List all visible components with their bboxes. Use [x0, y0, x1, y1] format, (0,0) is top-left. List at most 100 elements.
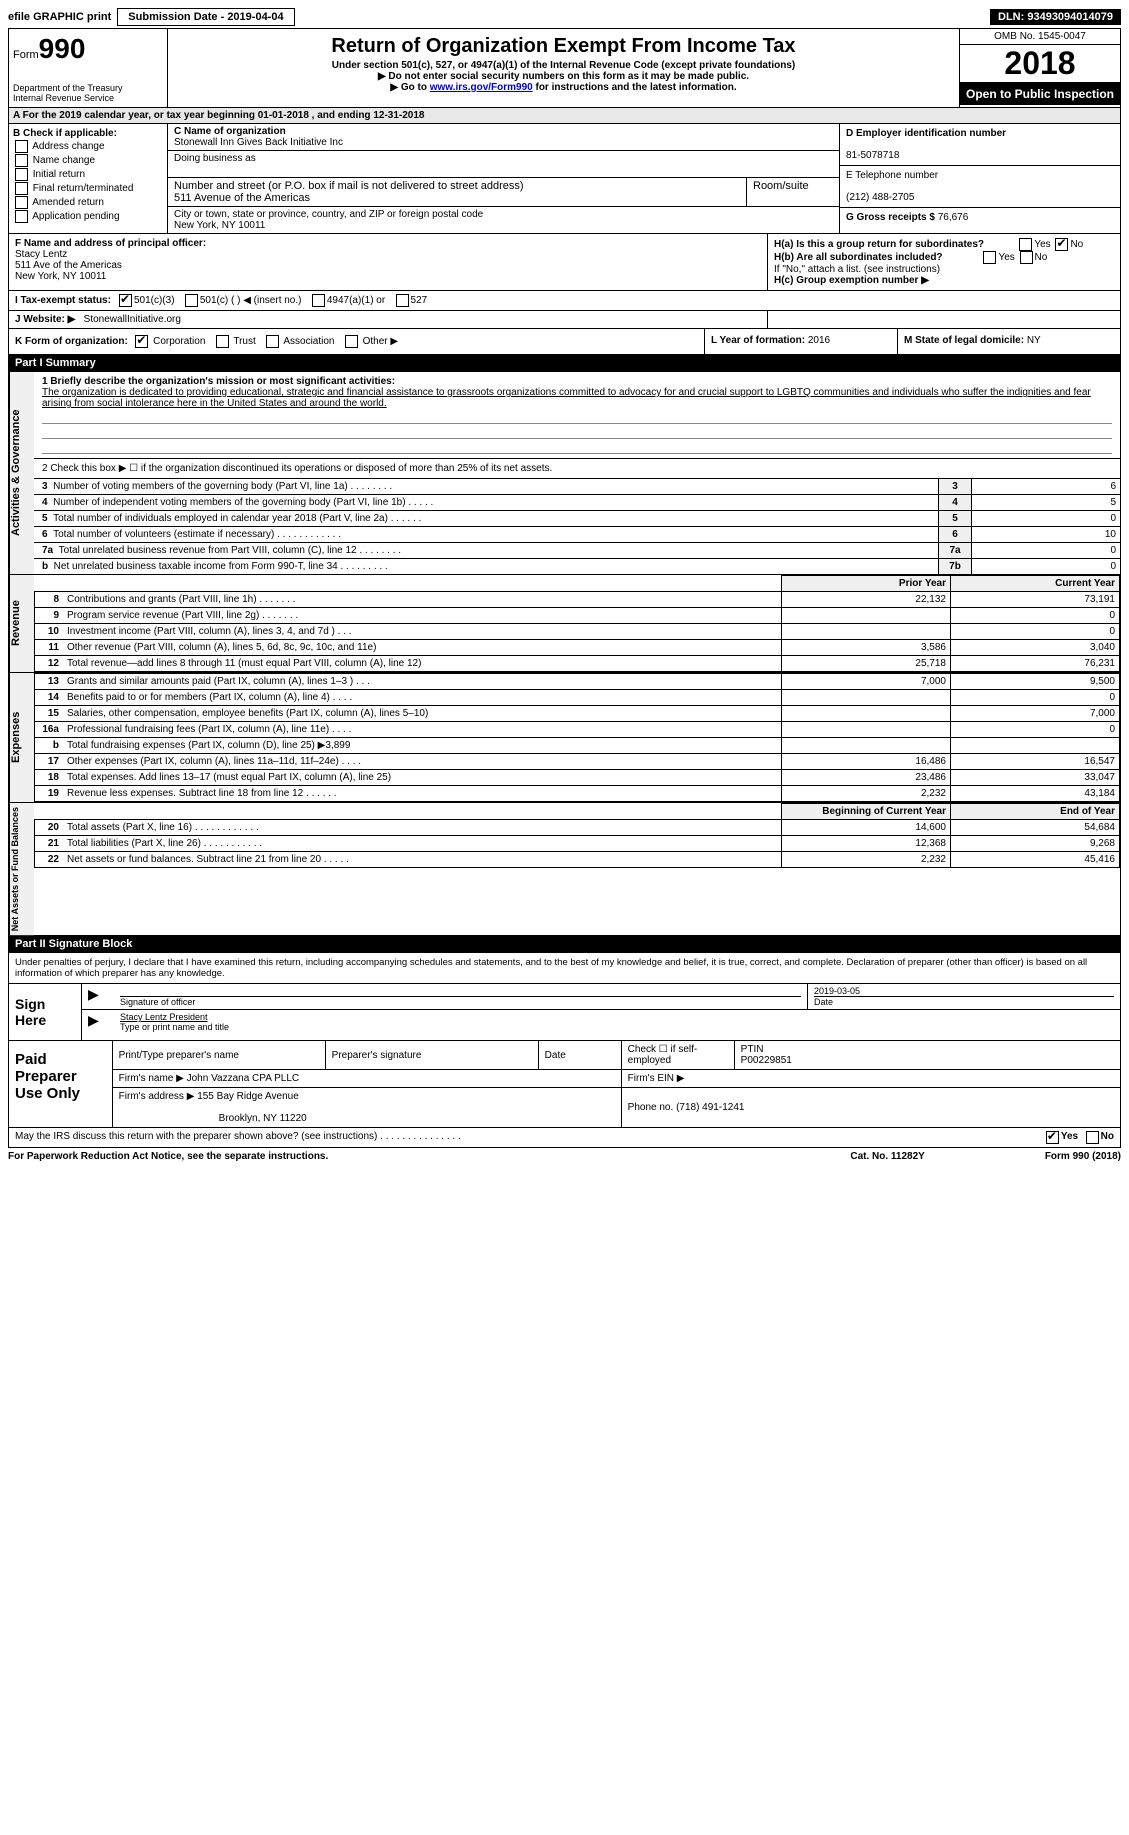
current-year: 73,191	[951, 592, 1120, 608]
current-year: 7,000	[951, 706, 1120, 722]
beginning-year: 12,368	[782, 836, 951, 852]
sub3-pre: ▶ Go to	[390, 82, 429, 93]
submission-date-button[interactable]: Submission Date - 2019-04-04	[117, 8, 294, 26]
line-num: 10	[35, 624, 64, 640]
city-label: City or town, state or province, country…	[174, 209, 483, 220]
cb-corporation[interactable]	[135, 335, 148, 348]
gross-label: G Gross receipts $	[846, 212, 935, 223]
line-desc: Total assets (Part X, line 16) . . . . .…	[63, 820, 782, 836]
cb-application-pending[interactable]: Application pending	[13, 210, 163, 223]
end-year: 45,416	[951, 852, 1120, 868]
line-desc: Program service revenue (Part VIII, line…	[63, 608, 782, 624]
line-num: 19	[35, 786, 64, 802]
line-desc: Total fundraising expenses (Part IX, col…	[63, 738, 782, 754]
current-year: 43,184	[951, 786, 1120, 802]
cb-other[interactable]	[345, 335, 358, 348]
hb-row: H(b) Are all subordinates included? Yes …	[774, 251, 1114, 264]
row-k-label: K Form of organization:	[15, 336, 128, 347]
gross-receipts-cell: G Gross receipts $ 76,676	[840, 208, 1120, 227]
subtitle-1: Under section 501(c), 527, or 4947(a)(1)…	[172, 60, 955, 71]
discuss-row: May the IRS discuss this return with the…	[8, 1128, 1121, 1148]
line-desc: 3 Number of voting members of the govern…	[34, 479, 939, 495]
line-val: 10	[972, 527, 1121, 543]
current-year: 0	[951, 722, 1120, 738]
form-word: Form	[13, 49, 39, 61]
signature-declaration: Under penalties of perjury, I declare th…	[8, 953, 1121, 984]
open-to-public: Open to Public Inspection	[960, 83, 1120, 105]
revenue-content: Prior YearCurrent Year8Contributions and…	[34, 575, 1120, 672]
line-desc: Benefits paid to or for members (Part IX…	[63, 690, 782, 706]
sig-date: 2019-03-05Date	[808, 984, 1120, 1009]
paid-preparer-block: Paid Preparer Use Only Print/Type prepar…	[8, 1041, 1121, 1128]
line-desc: Total expenses. Add lines 13–17 (must eq…	[63, 770, 782, 786]
ein-label: D Employer identification number	[846, 128, 1006, 139]
line-num: 9	[35, 608, 64, 624]
tab-activities: Activities & Governance	[9, 372, 34, 574]
line-desc: Total liabilities (Part X, line 26) . . …	[63, 836, 782, 852]
col-h-group: H(a) Is this a group return for subordin…	[768, 234, 1120, 290]
phone-label: E Telephone number	[846, 170, 938, 181]
form-number: 990	[39, 33, 86, 64]
arrow-icon: ▶	[82, 984, 114, 1009]
cb-trust[interactable]	[216, 335, 229, 348]
city-value: New York, NY 10011	[174, 220, 265, 231]
cb-4947[interactable]	[312, 294, 325, 307]
line-desc: 4 Number of independent voting members o…	[34, 495, 939, 511]
expenses-table: 13Grants and similar amounts paid (Part …	[34, 673, 1120, 802]
current-year: 0	[951, 624, 1120, 640]
prior-year: 22,132	[782, 592, 951, 608]
cb-discuss-no[interactable]	[1086, 1131, 1099, 1144]
cb-address-change[interactable]: Address change	[13, 140, 163, 153]
org-name-cell: C Name of organization Stonewall Inn Giv…	[168, 124, 839, 151]
cb-final-return[interactable]: Final return/terminated	[13, 182, 163, 195]
row-i-tax-status: I Tax-exempt status: 501(c)(3) 501(c) ( …	[8, 291, 1121, 311]
col-f-officer: F Name and address of principal officer:…	[9, 234, 768, 290]
expenses-content: 13Grants and similar amounts paid (Part …	[34, 673, 1120, 802]
row-k-form-org: K Form of organization: Corporation Trus…	[9, 329, 705, 354]
line-desc: Revenue less expenses. Subtract line 18 …	[63, 786, 782, 802]
row-l-formation: L Year of formation: 2016	[705, 329, 898, 354]
prep-sig-hdr: Preparer's signature	[325, 1041, 538, 1070]
line-desc: Investment income (Part VIII, column (A)…	[63, 624, 782, 640]
line-desc: Grants and similar amounts paid (Part IX…	[63, 674, 782, 690]
addr-label: Number and street (or P.O. box if mail i…	[174, 180, 524, 192]
website-value: StonewallInitiative.org	[84, 314, 181, 325]
cb-discuss-yes[interactable]	[1046, 1131, 1059, 1144]
cb-527[interactable]	[396, 294, 409, 307]
line-desc: 7a Total unrelated business revenue from…	[34, 543, 939, 559]
cb-501c3[interactable]	[119, 294, 132, 307]
line-desc: Professional fundraising fees (Part IX, …	[63, 722, 782, 738]
prior-year: 7,000	[782, 674, 951, 690]
cat-no: Cat. No. 11282Y	[850, 1151, 924, 1162]
row-i-label: I Tax-exempt status:	[15, 295, 111, 306]
subtitle-2: ▶ Do not enter social security numbers o…	[172, 71, 955, 82]
line-val: 0	[972, 559, 1121, 575]
prior-year: 2,232	[782, 786, 951, 802]
cb-association[interactable]	[266, 335, 279, 348]
cb-amended-return[interactable]: Amended return	[13, 196, 163, 209]
phone-value: (212) 488-2705	[846, 192, 914, 203]
cb-name-change[interactable]: Name change	[13, 154, 163, 167]
col-d-right: D Employer identification number 81-5078…	[839, 124, 1120, 233]
line1-text: The organization is dedicated to providi…	[42, 387, 1091, 409]
prior-year	[782, 706, 951, 722]
current-year: 0	[951, 690, 1120, 706]
tax-year: 2018	[960, 45, 1120, 83]
sub3-post: for instructions and the latest informat…	[533, 82, 737, 93]
line-desc: Contributions and grants (Part VIII, lin…	[63, 592, 782, 608]
header-right: OMB No. 1545-0047 2018 Open to Public In…	[959, 29, 1120, 107]
cb-initial-return[interactable]: Initial return	[13, 168, 163, 181]
line-desc: Other revenue (Part VIII, column (A), li…	[63, 640, 782, 656]
line2: 2 Check this box ▶ ☐ if the organization…	[34, 458, 1120, 478]
line-num: 4	[939, 495, 972, 511]
line-num: 17	[35, 754, 64, 770]
cb-501c[interactable]	[185, 294, 198, 307]
prior-year	[782, 608, 951, 624]
paid-preparer-label: Paid Preparer Use Only	[9, 1041, 113, 1127]
irs-link[interactable]: www.irs.gov/Form990	[430, 82, 533, 93]
revenue-table: Prior YearCurrent Year8Contributions and…	[34, 575, 1120, 672]
line-desc: Net assets or fund balances. Subtract li…	[63, 852, 782, 868]
line-desc: 5 Total number of individuals employed i…	[34, 511, 939, 527]
col-c-org-info: C Name of organization Stonewall Inn Giv…	[168, 124, 839, 233]
officer-label: F Name and address of principal officer:	[15, 238, 206, 249]
